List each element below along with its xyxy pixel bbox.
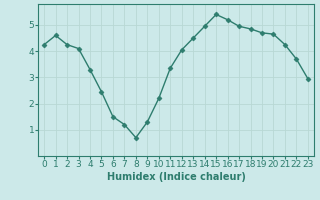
X-axis label: Humidex (Indice chaleur): Humidex (Indice chaleur) [107,172,245,182]
